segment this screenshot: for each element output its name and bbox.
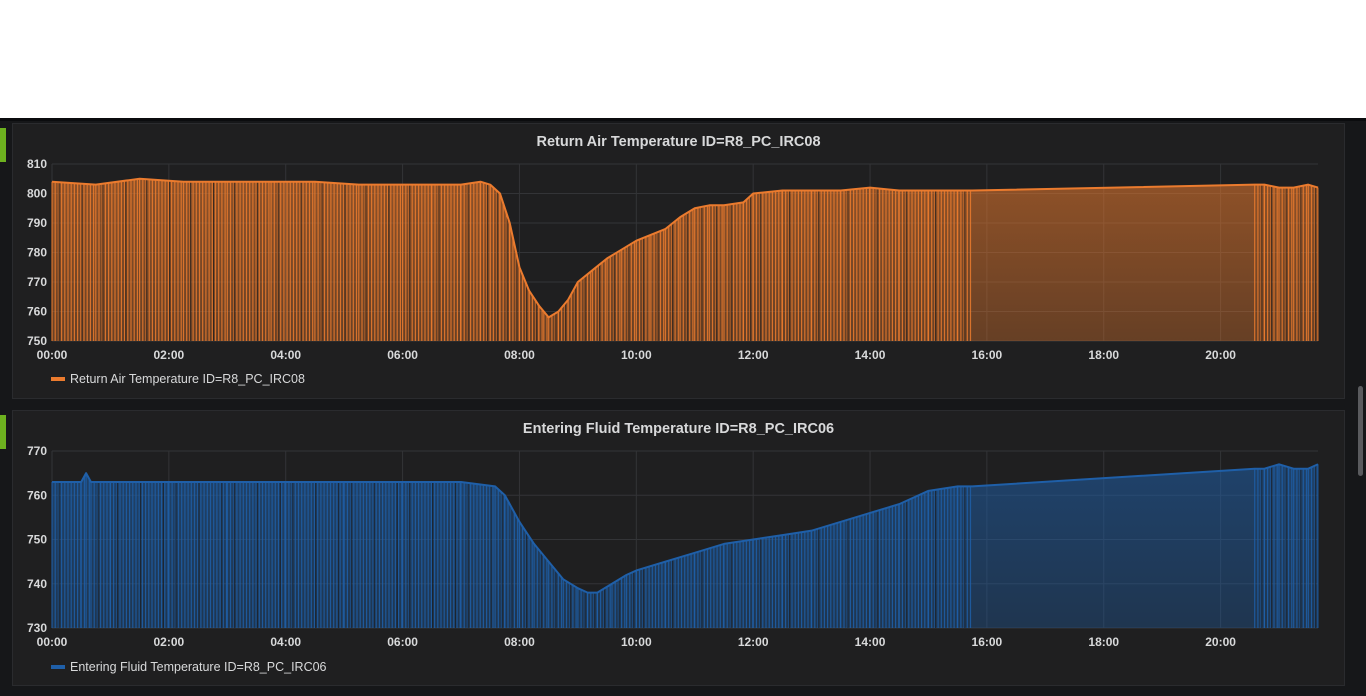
x-tick-label: 08:00 (504, 635, 535, 649)
y-tick-label: 760 (27, 488, 47, 502)
panel-title[interactable]: Entering Fluid Temperature ID=R8_PC_IRC0… (522, 421, 835, 437)
x-tick-label: 08:00 (504, 348, 535, 362)
entering-fluid-temperature-chart: 730 740 750 760 770 00:00 02:00 04:00 06:00 08:00… (27, 444, 1319, 649)
navbar-shadow (0, 118, 1366, 121)
x-tick-label: 00:00 (37, 635, 68, 649)
chart-legend[interactable]: Return Air Temperature ID=R8_PC_IRC08 (51, 372, 305, 386)
row-collapse-handle[interactable] (0, 415, 6, 449)
x-tick-label: 04:00 (270, 635, 301, 649)
x-tick-label: 20:00 (1205, 348, 1236, 362)
y-tick-label: 760 (27, 305, 47, 319)
y-tick-label: 730 (27, 621, 47, 635)
series-line (51, 177, 1319, 319)
x-tick-label: 02:00 (154, 635, 185, 649)
entering-fluid-temperature-panel[interactable]: Entering Fluid Temperature ID=R8_PC_IRC0… (12, 410, 1345, 686)
page-scrollbar[interactable] (1358, 386, 1363, 476)
y-tick-label: 790 (27, 216, 47, 230)
x-tick-label: 16:00 (972, 348, 1003, 362)
y-tick-label: 770 (27, 444, 47, 458)
x-tick-label: 12:00 (738, 635, 769, 649)
y-tick-label: 750 (27, 533, 47, 547)
series-area-fill (52, 178, 1318, 341)
x-tick-label: 06:00 (387, 635, 418, 649)
x-tick-label: 16:00 (972, 635, 1003, 649)
x-tick-label: 14:00 (855, 635, 886, 649)
x-tick-label: 18:00 (1088, 348, 1119, 362)
x-tick-label: 14:00 (855, 348, 886, 362)
y-tick-label: 780 (27, 246, 47, 260)
x-tick-label: 18:00 (1088, 635, 1119, 649)
return-air-temperature-panel[interactable]: Return Air Temperature ID=R8_PC_IRC08 75… (12, 123, 1345, 399)
legend-swatch-orange (51, 377, 65, 381)
return-air-temperature-chart: 750 760 770 780 790 800 810 00:00 02:00 04:00 06:0… (27, 157, 1319, 362)
x-tick-label: 10:00 (621, 635, 652, 649)
panel-title[interactable]: Return Air Temperature ID=R8_PC_IRC08 (536, 134, 821, 150)
x-tick-label: 12:00 (738, 348, 769, 362)
x-tick-label: 02:00 (154, 348, 185, 362)
y-tick-label: 800 (27, 187, 47, 201)
y-tick-label: 750 (27, 334, 47, 348)
y-tick-label: 770 (27, 275, 47, 289)
series-sample-bars (51, 178, 1319, 341)
top-navigation-bar (0, 0, 1366, 118)
y-tick-label: 810 (27, 157, 47, 171)
series-sample-bars (51, 464, 1319, 628)
legend-swatch-blue (51, 665, 65, 669)
x-tick-label: 00:00 (37, 348, 68, 362)
x-tick-label: 06:00 (387, 348, 418, 362)
y-tick-label: 740 (27, 577, 47, 591)
series-line (52, 463, 1319, 594)
row-collapse-handle[interactable] (0, 128, 6, 162)
x-tick-label: 10:00 (621, 348, 652, 362)
legend-label[interactable]: Return Air Temperature ID=R8_PC_IRC08 (70, 372, 305, 386)
chart-legend[interactable]: Entering Fluid Temperature ID=R8_PC_IRC0… (51, 660, 327, 674)
legend-label[interactable]: Entering Fluid Temperature ID=R8_PC_IRC0… (70, 660, 327, 674)
x-tick-label: 04:00 (270, 348, 301, 362)
x-tick-label: 20:00 (1205, 635, 1236, 649)
series-area-fill (52, 464, 1318, 628)
